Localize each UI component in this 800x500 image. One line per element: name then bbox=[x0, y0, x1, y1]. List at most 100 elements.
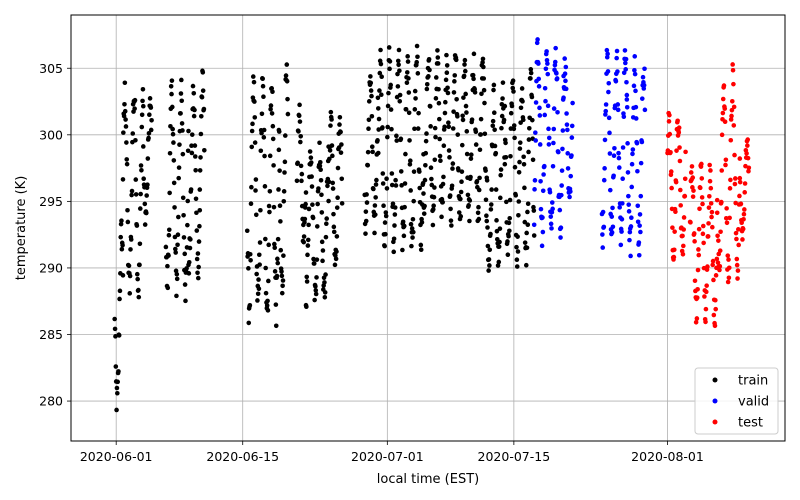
test-point bbox=[667, 112, 672, 118]
train-point bbox=[305, 243, 311, 248]
train-point bbox=[487, 263, 492, 268]
test-point bbox=[712, 323, 718, 329]
train-point bbox=[312, 297, 317, 303]
train-point bbox=[440, 181, 446, 187]
train-point bbox=[123, 124, 129, 129]
test-point bbox=[703, 306, 709, 312]
train-point bbox=[391, 249, 397, 255]
train-point bbox=[309, 174, 314, 179]
test-point bbox=[729, 107, 735, 113]
train-point bbox=[510, 85, 516, 91]
train-point bbox=[494, 228, 500, 234]
test-point bbox=[745, 155, 751, 161]
train-point bbox=[386, 45, 392, 50]
train-point bbox=[188, 187, 194, 192]
train-point bbox=[375, 95, 381, 101]
valid-point bbox=[550, 206, 555, 212]
train-point bbox=[139, 124, 145, 130]
train-point bbox=[520, 117, 526, 123]
train-point bbox=[485, 225, 490, 230]
test-point bbox=[746, 165, 752, 171]
train-point bbox=[454, 96, 459, 102]
test-point bbox=[727, 186, 733, 191]
train-point bbox=[313, 291, 319, 297]
test-point bbox=[692, 278, 698, 284]
train-point bbox=[368, 88, 374, 93]
train-point bbox=[436, 86, 441, 92]
train-point bbox=[253, 177, 259, 182]
train-point bbox=[276, 129, 282, 134]
valid-point bbox=[602, 166, 607, 171]
train-point bbox=[385, 124, 391, 130]
train-point bbox=[490, 118, 496, 124]
train-point bbox=[463, 91, 468, 97]
train-point bbox=[440, 199, 445, 205]
y-tick-label: 290 bbox=[39, 260, 63, 275]
train-point bbox=[477, 175, 482, 181]
train-point bbox=[389, 171, 395, 176]
valid-point bbox=[610, 224, 616, 230]
train-point bbox=[396, 47, 402, 53]
valid-point bbox=[540, 188, 546, 194]
valid-point bbox=[632, 71, 638, 77]
train-point bbox=[368, 80, 374, 86]
valid-point bbox=[568, 189, 573, 194]
train-point bbox=[310, 215, 316, 221]
train-point bbox=[249, 184, 254, 190]
train-point bbox=[119, 246, 125, 252]
train-point bbox=[303, 201, 308, 207]
train-point bbox=[481, 76, 487, 81]
train-point bbox=[299, 171, 305, 177]
train-point bbox=[308, 155, 314, 160]
train-point bbox=[514, 264, 520, 269]
train-point bbox=[441, 174, 446, 180]
train-point bbox=[377, 70, 383, 76]
train-point bbox=[182, 282, 188, 287]
train-point bbox=[370, 149, 375, 155]
train-point bbox=[495, 263, 501, 268]
train-point bbox=[494, 218, 499, 223]
test-point bbox=[707, 193, 712, 199]
train-point bbox=[399, 183, 404, 188]
valid-point bbox=[618, 242, 624, 248]
train-point bbox=[337, 115, 343, 120]
valid-point bbox=[553, 45, 558, 51]
train-point bbox=[500, 80, 506, 85]
train-point bbox=[438, 158, 443, 164]
train-point bbox=[366, 126, 371, 131]
train-point bbox=[303, 190, 309, 195]
train-point bbox=[386, 90, 391, 96]
valid-point bbox=[635, 219, 641, 225]
test-point bbox=[700, 231, 706, 237]
test-point bbox=[720, 110, 726, 116]
train-point bbox=[369, 93, 374, 99]
train-point bbox=[175, 242, 180, 248]
valid-point bbox=[601, 224, 607, 230]
train-point bbox=[297, 102, 302, 108]
test-point bbox=[714, 210, 720, 216]
train-point bbox=[415, 54, 420, 60]
train-point bbox=[424, 131, 429, 136]
train-point bbox=[451, 90, 457, 95]
test-point bbox=[745, 137, 751, 142]
train-point bbox=[464, 110, 469, 115]
valid-point bbox=[621, 70, 627, 76]
train-point bbox=[137, 241, 143, 247]
valid-point bbox=[612, 146, 617, 151]
train-point bbox=[115, 379, 120, 385]
train-point bbox=[334, 205, 340, 210]
train-point bbox=[464, 129, 470, 134]
train-point bbox=[408, 158, 413, 163]
valid-point bbox=[562, 71, 568, 76]
train-point bbox=[257, 262, 262, 267]
train-point bbox=[384, 176, 389, 181]
train-point bbox=[529, 94, 535, 100]
train-point bbox=[394, 133, 399, 139]
valid-point bbox=[544, 49, 549, 54]
train-point bbox=[116, 369, 121, 374]
train-point bbox=[435, 55, 441, 60]
y-tick-label: 305 bbox=[39, 61, 63, 76]
test-point bbox=[670, 225, 675, 230]
train-point bbox=[453, 57, 459, 63]
train-point bbox=[364, 200, 370, 205]
